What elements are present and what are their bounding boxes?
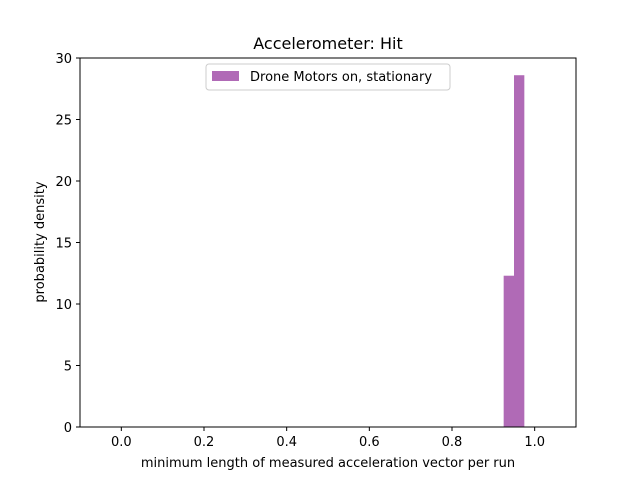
x-axis-label: minimum length of measured acceleration … (141, 456, 515, 471)
x-axis-ticks: 0.0 0.2 0.4 0.6 0.8 1.0 (111, 427, 545, 450)
plot-area (79, 57, 577, 428)
x-tick-label: 0.8 (442, 435, 463, 450)
chart-title: Accelerometer: Hit (253, 34, 402, 53)
histogram-bar (514, 75, 525, 427)
histogram-bar (503, 275, 514, 427)
legend-label: Drone Motors on, stationary (250, 70, 432, 85)
y-tick-label: 30 (55, 52, 72, 67)
legend: Drone Motors on, stationary (205, 63, 451, 91)
y-axis-ticks: 0 5 10 15 20 25 30 (55, 52, 80, 436)
x-tick-label: 1.0 (524, 435, 545, 450)
x-tick-label: 0.2 (194, 435, 215, 450)
legend-swatch (212, 71, 239, 81)
y-axis-label: probability density (33, 181, 48, 302)
bars-group (503, 75, 525, 427)
x-tick-label: 0.6 (359, 435, 380, 450)
y-tick-label: 5 (64, 360, 72, 375)
plot-frame (79, 57, 577, 428)
y-tick-label: 20 (55, 175, 72, 190)
y-tick-label: 25 (55, 114, 72, 129)
y-tick-label: 0 (64, 421, 72, 436)
x-tick-label: 0.4 (276, 435, 297, 450)
x-tick-label: 0.0 (111, 435, 132, 450)
legend-box (205, 63, 451, 91)
y-tick-label: 15 (55, 237, 72, 252)
y-tick-label: 10 (55, 298, 72, 313)
